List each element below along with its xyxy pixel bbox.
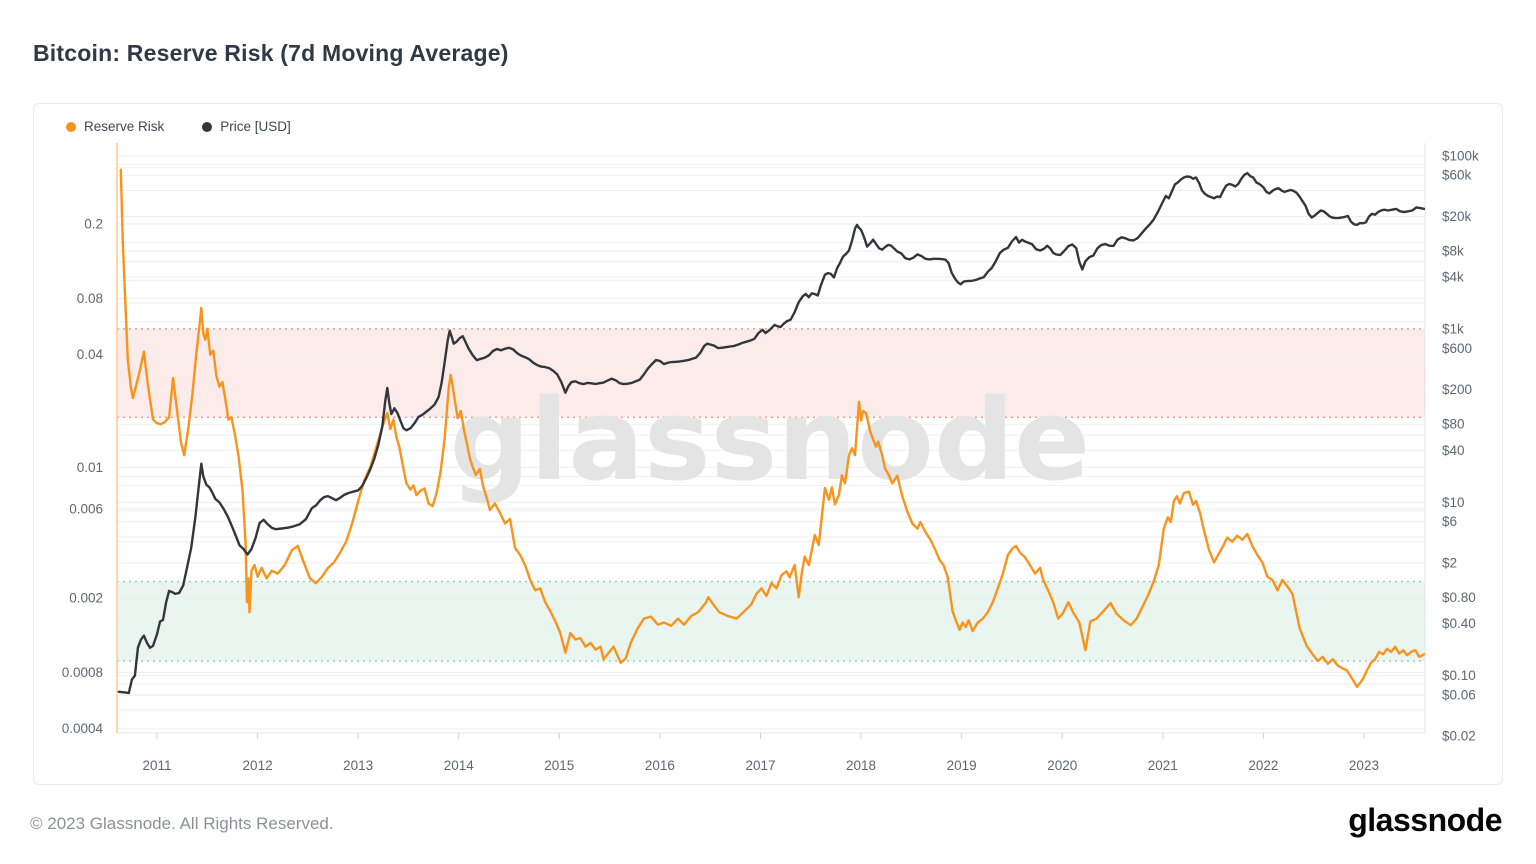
right-axis-tick-label: $600 bbox=[1442, 341, 1472, 356]
right-axis-tick-label: $80 bbox=[1442, 417, 1465, 432]
glassnode-watermark: glassnode bbox=[450, 376, 1090, 506]
left-axis-tick-label: 0.002 bbox=[69, 591, 103, 606]
x-axis-tick-label: 2018 bbox=[846, 758, 876, 773]
right-axis-tick-label: $0.40 bbox=[1442, 616, 1476, 631]
right-axis-tick-label: $200 bbox=[1442, 382, 1472, 397]
right-axis-tick-label: $100k bbox=[1442, 149, 1479, 164]
legend-label-reserve-risk: Reserve Risk bbox=[84, 119, 165, 134]
right-axis-tick-label: $20k bbox=[1442, 209, 1472, 224]
overvalued-band bbox=[117, 328, 1425, 418]
x-axis-tick-label: 2012 bbox=[243, 758, 273, 773]
right-axis-tick-label: $60k bbox=[1442, 168, 1472, 183]
right-axis-tick-label: $10 bbox=[1442, 495, 1465, 510]
copyright-text: © 2023 Glassnode. All Rights Reserved. bbox=[30, 814, 334, 833]
left-axis-tick-label: 0.08 bbox=[77, 291, 103, 306]
left-axis-tick-label: 0.2 bbox=[84, 217, 103, 232]
left-axis-tick-label: 0.04 bbox=[77, 347, 104, 362]
left-axis-tick-label: 0.01 bbox=[77, 460, 103, 475]
reserve-risk-line bbox=[119, 168, 1425, 688]
x-axis-tick-label: 2023 bbox=[1349, 758, 1379, 773]
legend-item-reserve-risk[interactable]: Reserve Risk bbox=[66, 119, 164, 134]
right-axis-tick-label: $1k bbox=[1442, 322, 1464, 337]
x-axis-tick-label: 2021 bbox=[1148, 758, 1178, 773]
left-axis-tick-label: 0.0008 bbox=[62, 665, 103, 680]
x-axis-tick-label: 2016 bbox=[645, 758, 675, 773]
glassnode-logo: glassnode bbox=[1348, 802, 1502, 838]
right-axis-tick-label: $40 bbox=[1442, 443, 1465, 458]
left-axis-tick-label: 0.0004 bbox=[62, 721, 104, 736]
right-axis-tick-label: $4k bbox=[1442, 270, 1464, 285]
reserve-risk-dot-icon bbox=[66, 121, 76, 132]
undervalued-band bbox=[117, 581, 1425, 662]
x-axis-tick-label: 2011 bbox=[142, 758, 171, 773]
chart-legend: Reserve Risk Price [USD] bbox=[66, 119, 291, 134]
left-axis-tick-label: 0.006 bbox=[69, 501, 103, 516]
right-axis-tick-label: $8k bbox=[1442, 243, 1464, 258]
x-axis-tick-label: 2022 bbox=[1248, 758, 1278, 773]
right-axis-tick-label: $0.02 bbox=[1442, 729, 1476, 744]
price-line bbox=[117, 171, 1425, 695]
x-axis-tick-label: 2017 bbox=[745, 758, 775, 773]
right-axis-tick-label: $2 bbox=[1442, 555, 1457, 570]
x-axis-tick-label: 2019 bbox=[947, 758, 977, 773]
right-axis-tick-label: $6 bbox=[1442, 514, 1457, 529]
x-axis-tick-label: 2020 bbox=[1047, 758, 1077, 773]
legend-label-price: Price [USD] bbox=[220, 119, 291, 134]
page-title: Bitcoin: Reserve Risk (7d Moving Average… bbox=[33, 40, 509, 66]
x-axis-tick-label: 2014 bbox=[444, 758, 475, 773]
legend-item-price[interactable]: Price [USD] bbox=[202, 119, 291, 134]
right-axis-tick-label: $0.80 bbox=[1442, 590, 1476, 605]
right-axis-tick-label: $0.10 bbox=[1442, 668, 1476, 683]
price-dot-icon bbox=[202, 121, 213, 132]
x-axis-tick-label: 2015 bbox=[544, 758, 574, 773]
right-axis-tick-label: $0.06 bbox=[1442, 687, 1476, 702]
x-axis-tick-label: 2013 bbox=[343, 758, 373, 773]
